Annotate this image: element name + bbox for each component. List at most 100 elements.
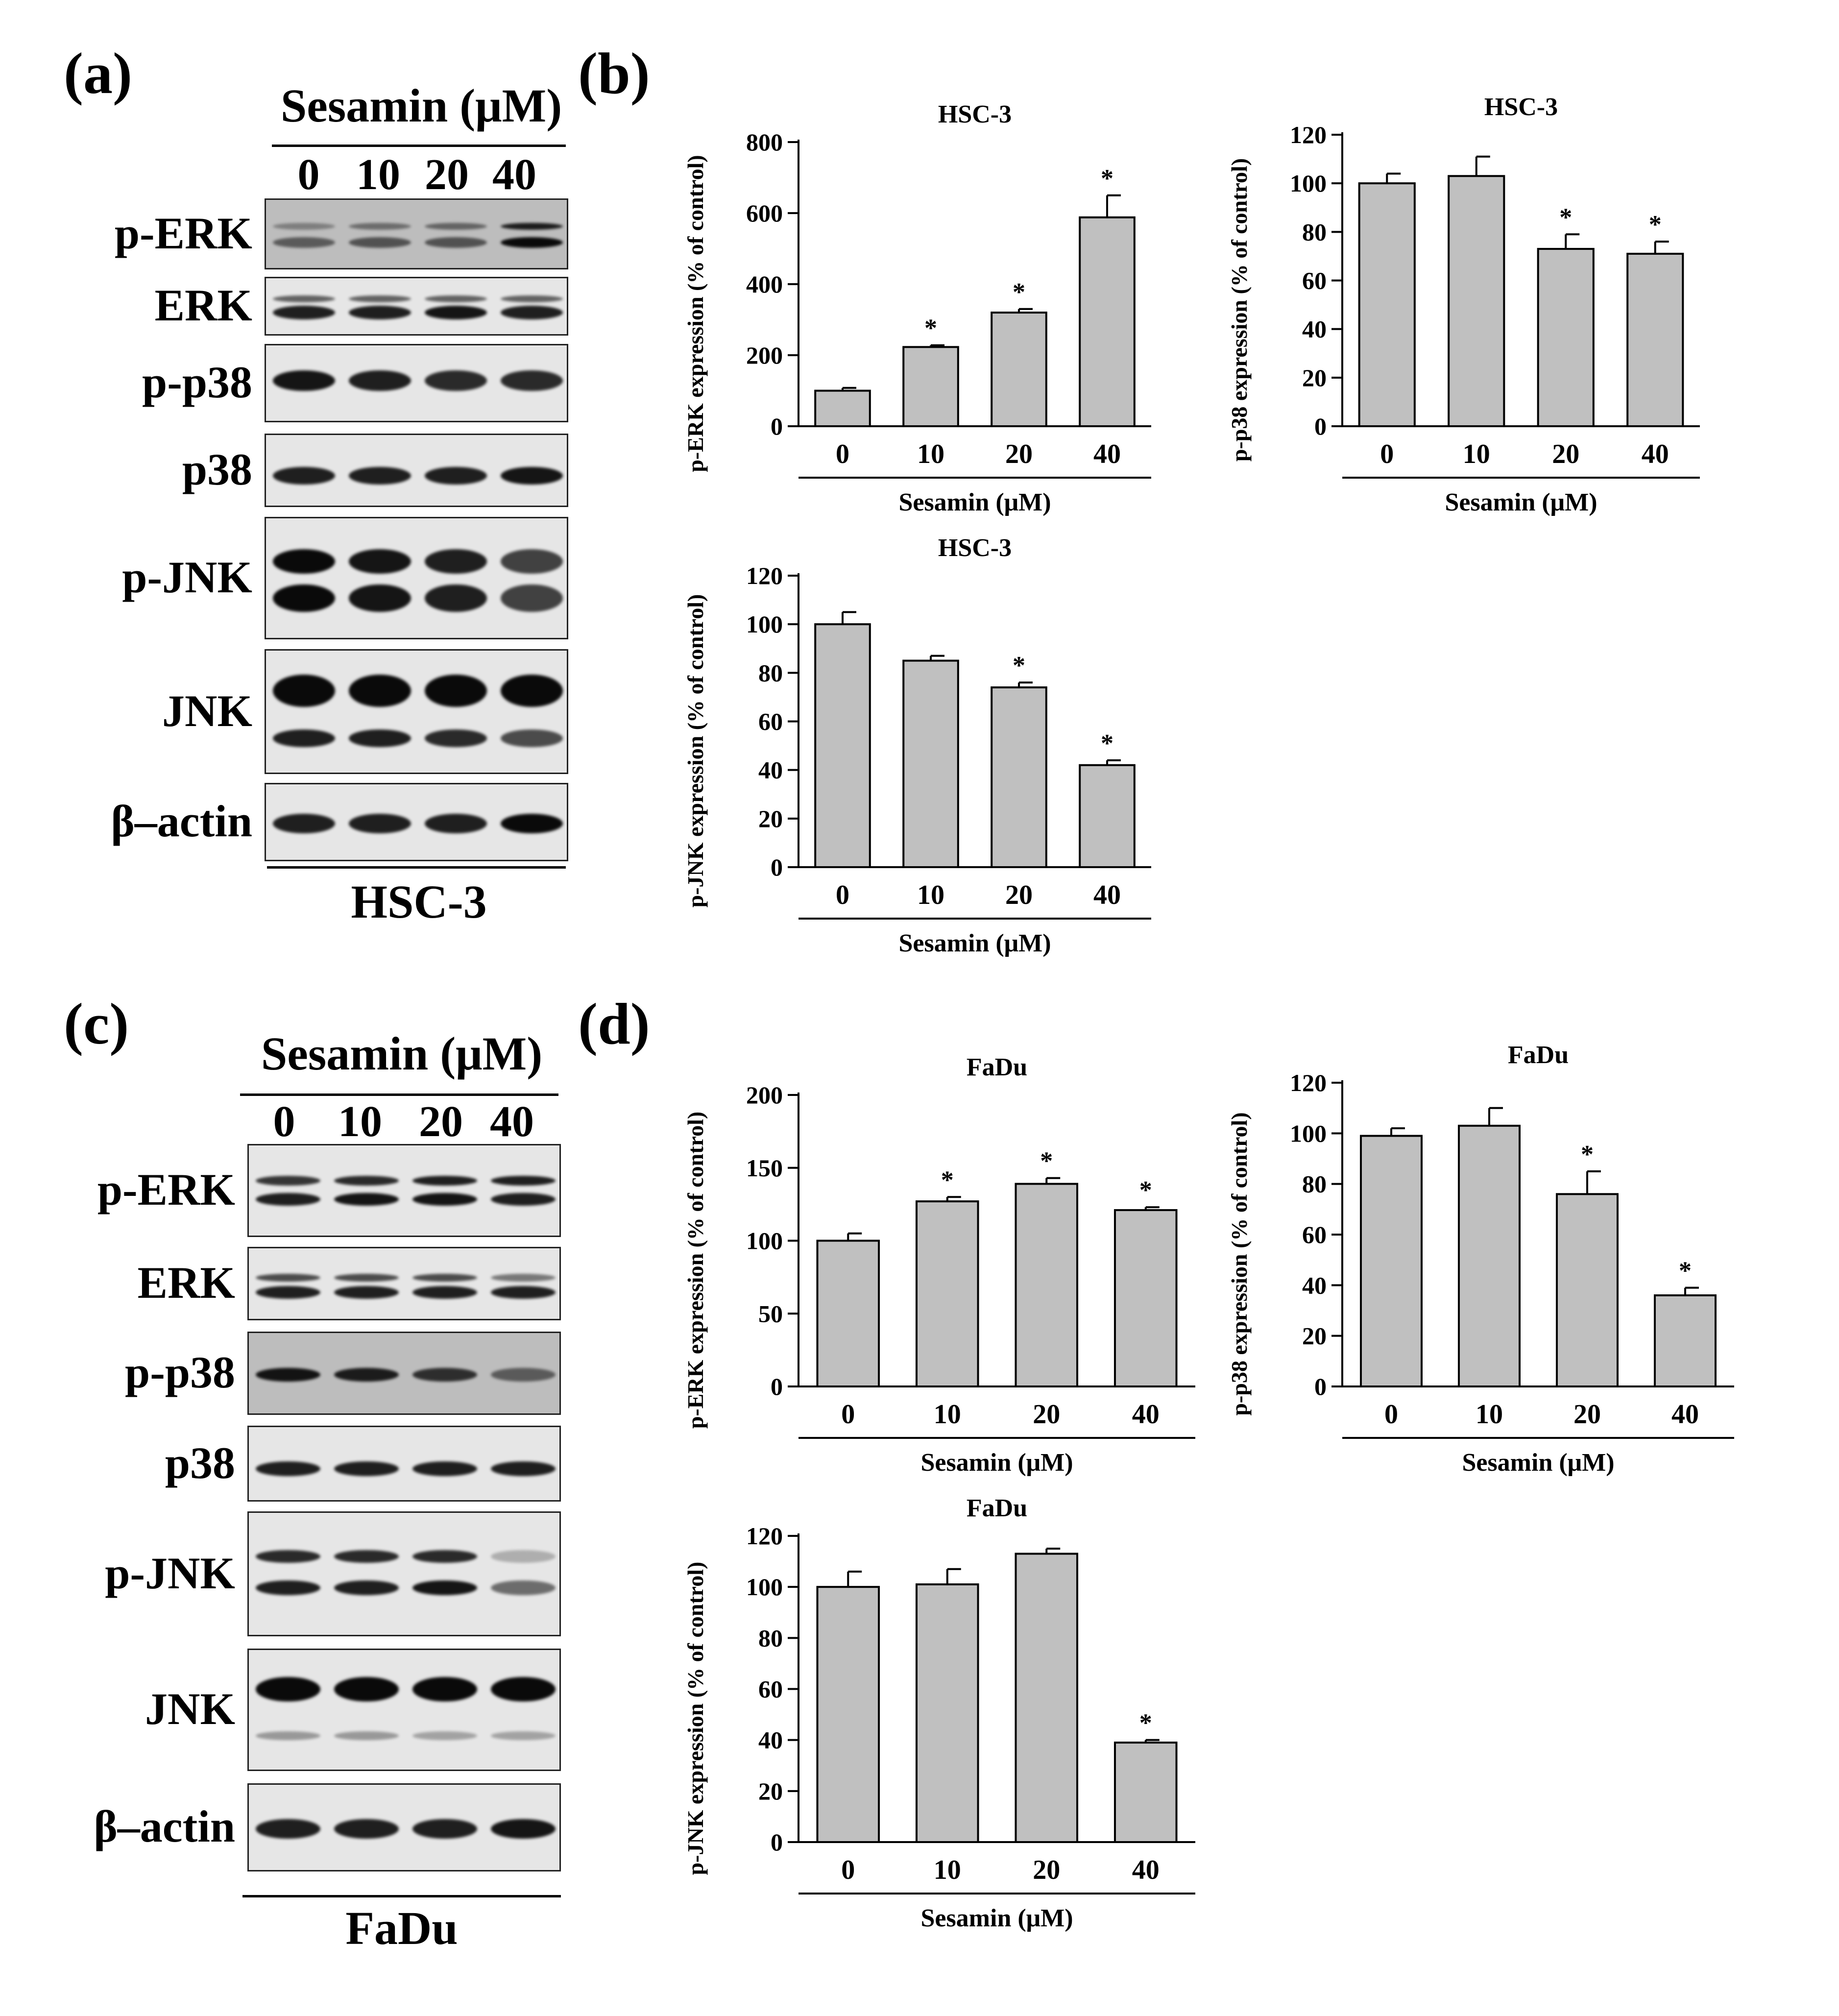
y-tick-label: 0	[1314, 1373, 1327, 1400]
blot-band	[272, 237, 336, 248]
bar	[1448, 175, 1505, 427]
y-tick-label: 100	[746, 610, 783, 638]
significance-star: *	[1101, 729, 1113, 757]
blot-band	[334, 1286, 399, 1299]
blot-band	[500, 674, 563, 707]
y-tick-label: 0	[771, 1828, 783, 1856]
y-tick-label: 20	[1302, 364, 1327, 391]
blot-row-label: JNK	[145, 1684, 235, 1734]
blot-band	[424, 584, 487, 612]
blot-band	[256, 1677, 320, 1701]
x-axis-label: Sesamin (μM)	[898, 929, 1051, 957]
blot-band	[272, 729, 336, 747]
x-axis-label: Sesamin (μM)	[920, 1904, 1073, 1932]
y-tick-label: 120	[1290, 121, 1327, 148]
lane-label: 20	[419, 1097, 463, 1146]
lane-label: 0	[273, 1097, 295, 1146]
bar	[1654, 1294, 1717, 1387]
blot-membrane	[247, 1332, 561, 1415]
blot-band	[348, 222, 411, 230]
blot-band	[412, 1580, 477, 1595]
blot-band	[348, 237, 411, 248]
bar	[1079, 216, 1136, 427]
chart-title: FaDu	[967, 1053, 1027, 1081]
y-axis-label: p-ERK expression (% of control)	[683, 1112, 708, 1429]
blot-band	[272, 674, 336, 707]
significance-star: *	[924, 315, 937, 342]
blot-band	[412, 1550, 477, 1563]
blot-band	[256, 1176, 320, 1186]
significance-star: *	[1649, 211, 1662, 239]
significance-star: *	[941, 1166, 954, 1194]
blot-band	[491, 1731, 556, 1740]
blot-band	[256, 1461, 320, 1477]
x-tick-label: 0	[841, 1399, 855, 1430]
blot-band	[500, 305, 563, 319]
panel-label-b: (b)	[578, 41, 650, 106]
blot-band	[256, 1193, 320, 1206]
blot-band	[348, 466, 411, 485]
blot-band	[348, 814, 411, 833]
blot-band	[272, 295, 336, 302]
y-tick-label: 80	[758, 1624, 783, 1652]
blot-row-label: p-JNK	[105, 1548, 235, 1598]
blot-row-label: p-JNK	[122, 552, 252, 602]
blot-row-label: ERK	[154, 280, 252, 330]
panel-label-d: (d)	[578, 991, 650, 1056]
chart-title: HSC-3	[938, 534, 1012, 562]
bar	[1079, 764, 1136, 868]
y-tick-label: 100	[1290, 170, 1327, 197]
blot-membrane	[247, 1247, 561, 1320]
blot-band	[500, 237, 563, 248]
blot-band	[348, 370, 411, 391]
blot-band	[491, 1176, 556, 1186]
blot-row-label: p-ERK	[114, 208, 252, 258]
x-tick-label: 0	[841, 1855, 855, 1885]
bar	[1626, 252, 1684, 427]
bar	[1015, 1183, 1079, 1388]
blot-membrane	[265, 277, 568, 336]
blot-band	[412, 1368, 477, 1382]
blot-membrane	[265, 783, 568, 861]
blot-membrane	[247, 1511, 561, 1636]
bar	[814, 389, 871, 427]
bar	[1113, 1209, 1178, 1387]
blot-band	[348, 674, 411, 707]
y-tick-label: 120	[746, 562, 783, 589]
blot-band	[272, 370, 336, 391]
blot-membrane	[265, 649, 568, 774]
significance-star: *	[1559, 203, 1572, 231]
significance-star: *	[1581, 1141, 1594, 1168]
x-axis-label: Sesamin (μM)	[920, 1449, 1073, 1477]
significance-star: *	[1139, 1709, 1152, 1737]
blot-band	[424, 814, 487, 833]
blot-membrane	[265, 434, 568, 507]
blot-band	[348, 549, 411, 574]
x-tick-label: 40	[1671, 1399, 1699, 1430]
blot-band	[334, 1819, 399, 1839]
blot-band	[272, 305, 336, 319]
blot-band	[500, 814, 563, 833]
y-tick-label: 600	[746, 199, 783, 227]
blot-band	[424, 295, 487, 302]
blot-row-label: ERK	[137, 1258, 235, 1308]
blot-band	[256, 1550, 320, 1563]
bar	[902, 346, 959, 428]
blot-band	[491, 1461, 556, 1477]
y-tick-label: 80	[1302, 1170, 1327, 1198]
blot-band	[348, 584, 411, 612]
bar	[816, 1586, 880, 1844]
y-tick-label: 0	[771, 853, 783, 881]
x-tick-label: 40	[1132, 1855, 1160, 1885]
y-tick-label: 100	[746, 1227, 783, 1255]
blot-band	[412, 1731, 477, 1740]
blot-band	[412, 1819, 477, 1839]
blot-band	[491, 1274, 556, 1282]
blot-band	[272, 466, 336, 485]
blot-band	[272, 584, 336, 612]
chart-title: FaDu	[1508, 1041, 1569, 1069]
blot-band	[424, 305, 487, 319]
blot-band	[412, 1461, 477, 1477]
blot-band	[256, 1580, 320, 1595]
